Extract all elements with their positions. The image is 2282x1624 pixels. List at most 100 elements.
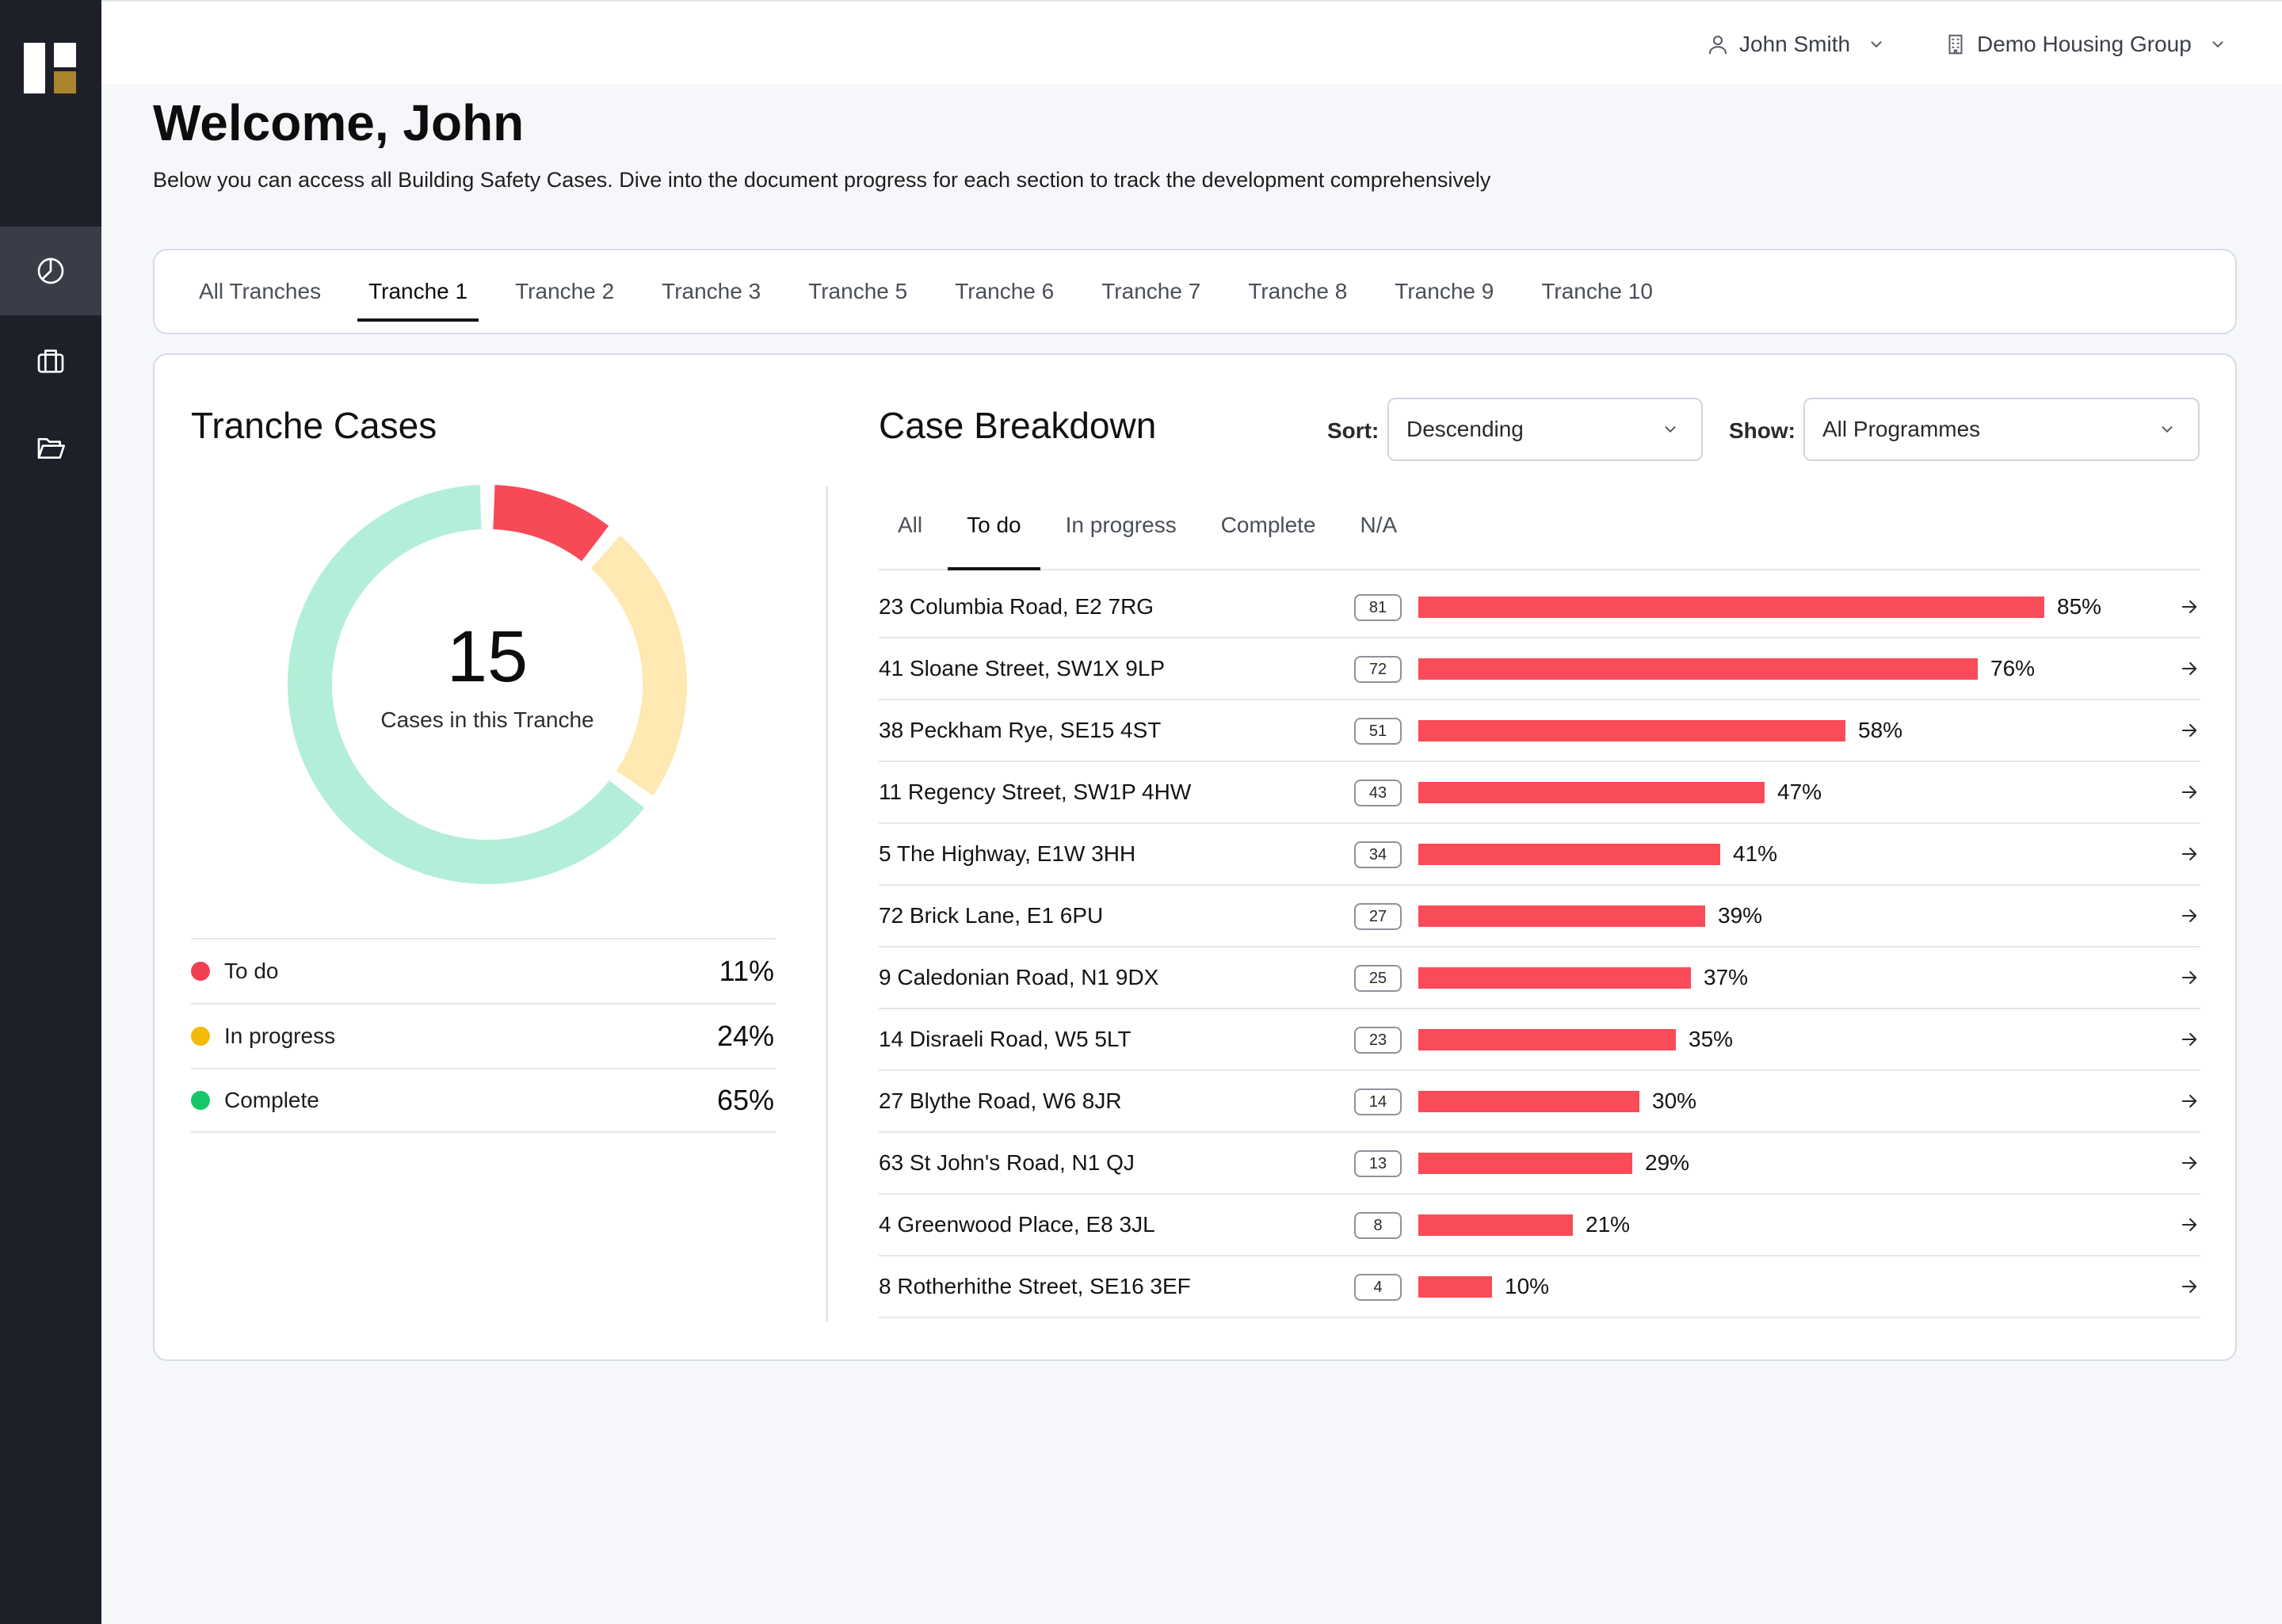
tranche-tabs-card: All Tranches Tranche 1 Tranche 2 Tranche 3 T… bbox=[153, 249, 2237, 334]
tab-tranche-1[interactable]: Tranche 1 bbox=[357, 250, 479, 333]
case-count-badge: 72 bbox=[1354, 656, 1402, 683]
arrow-right-icon[interactable] bbox=[2178, 719, 2200, 741]
case-name: 38 Peckham Rye, SE15 4ST bbox=[879, 718, 1162, 742]
status-tab-to-do[interactable]: To do bbox=[948, 482, 1040, 570]
app-logo[interactable] bbox=[24, 43, 76, 93]
show-value: All Programmes bbox=[1822, 417, 1981, 441]
case-percent: 29% bbox=[1645, 1150, 1690, 1175]
arrow-right-icon[interactable] bbox=[2178, 1214, 2200, 1236]
sort-value: Descending bbox=[1406, 417, 1524, 441]
tranche-donut-chart bbox=[288, 485, 687, 884]
status-tab-complete[interactable]: Complete bbox=[1220, 513, 1316, 537]
arrow-right-icon[interactable] bbox=[2178, 596, 2200, 618]
chevron-down-icon bbox=[2162, 426, 2173, 433]
legend-item-in-progress: In progress 24% bbox=[191, 1003, 776, 1068]
case-progress-bar bbox=[1418, 1214, 1573, 1236]
nav-dashboard[interactable] bbox=[0, 227, 101, 315]
tab-tranche-10[interactable]: Tranche 10 bbox=[1541, 279, 1653, 303]
case-name: 14 Disraeli Road, W5 5LT bbox=[879, 1027, 1131, 1051]
section-divider bbox=[826, 486, 828, 1321]
case-count-badge: 51 bbox=[1354, 718, 1402, 745]
tab-all-tranches[interactable]: All Tranches bbox=[199, 279, 322, 303]
status-tabs: All To do In progress Complete N/A bbox=[879, 482, 2200, 570]
case-name: 63 St John's Road, N1 QJ bbox=[879, 1150, 1135, 1175]
arrow-right-icon[interactable] bbox=[2178, 781, 2200, 803]
case-row[interactable]: 63 St John's Road, N1 QJ 13 29% bbox=[879, 1133, 2200, 1195]
case-progress-bar bbox=[1418, 967, 1691, 989]
chevron-down-icon bbox=[2212, 41, 2223, 48]
arrow-right-icon[interactable] bbox=[2178, 1152, 2200, 1174]
case-row[interactable]: 8 Rotherhithe Street, SE16 3EF 4 10% bbox=[879, 1256, 2200, 1318]
user-name: John Smith bbox=[1739, 32, 1851, 56]
legend-item-complete: Complete 65% bbox=[191, 1068, 776, 1133]
status-tab-n-a[interactable]: N/A bbox=[1360, 513, 1398, 537]
case-percent: 47% bbox=[1777, 780, 1822, 804]
case-row[interactable]: 41 Sloane Street, SW1X 9LP 72 76% bbox=[879, 639, 2200, 700]
arrow-right-icon[interactable] bbox=[2178, 966, 2200, 989]
tab-tranche-2[interactable]: Tranche 2 bbox=[515, 279, 615, 303]
arrow-right-icon[interactable] bbox=[2178, 658, 2200, 680]
case-count-badge: 34 bbox=[1354, 841, 1402, 868]
tab-tranche-6[interactable]: Tranche 6 bbox=[955, 279, 1055, 303]
main-card: Tranche Cases 15 Cases in this Tranche T… bbox=[153, 353, 2237, 1361]
arrow-right-icon[interactable] bbox=[2178, 843, 2200, 865]
case-breakdown-title: Case Breakdown bbox=[879, 405, 1157, 446]
tab-tranche-3[interactable]: Tranche 3 bbox=[662, 279, 761, 303]
case-count-badge: 4 bbox=[1354, 1274, 1402, 1301]
legend-label: In progress bbox=[224, 1024, 336, 1048]
case-row[interactable]: 27 Blythe Road, W6 8JR 14 30% bbox=[879, 1071, 2200, 1133]
case-row[interactable]: 38 Peckham Rye, SE15 4ST 51 58% bbox=[879, 700, 2200, 762]
chevron-down-icon bbox=[1665, 426, 1676, 433]
organisation-menu[interactable]: Demo Housing Group bbox=[1944, 25, 2227, 63]
donut-slice-to-do bbox=[493, 485, 609, 562]
case-count-badge: 43 bbox=[1354, 780, 1402, 806]
top-bar: John Smith Demo Housing Group bbox=[101, 0, 2282, 84]
nav-documents[interactable] bbox=[0, 404, 101, 493]
donut-center: 15 Cases in this Tranche bbox=[281, 478, 693, 890]
legend-label: To do bbox=[224, 959, 279, 983]
arrow-right-icon[interactable] bbox=[2178, 1090, 2200, 1112]
case-progress-bar bbox=[1418, 1153, 1632, 1174]
case-list: 23 Columbia Road, E2 7RG 81 85% 41 Sloane S… bbox=[879, 577, 2200, 1318]
case-progress-bar bbox=[1418, 1091, 1639, 1112]
arrow-right-icon[interactable] bbox=[2178, 1028, 2200, 1050]
status-tab-all[interactable]: All bbox=[898, 513, 923, 537]
arrow-right-icon[interactable] bbox=[2178, 905, 2200, 927]
tab-tranche-5[interactable]: Tranche 5 bbox=[808, 279, 908, 303]
case-row[interactable]: 11 Regency Street, SW1P 4HW 43 47% bbox=[879, 762, 2200, 824]
legend-dot bbox=[191, 1027, 210, 1046]
case-row[interactable]: 4 Greenwood Place, E8 3JL 8 21% bbox=[879, 1195, 2200, 1256]
case-count-badge: 25 bbox=[1354, 965, 1402, 992]
case-name: 4 Greenwood Place, E8 3JL bbox=[879, 1212, 1155, 1237]
case-percent: 21% bbox=[1586, 1212, 1631, 1237]
case-count-badge: 8 bbox=[1354, 1212, 1402, 1239]
case-name: 8 Rotherhithe Street, SE16 3EF bbox=[879, 1274, 1191, 1298]
case-percent: 39% bbox=[1718, 903, 1763, 928]
case-row[interactable]: 72 Brick Lane, E1 6PU 27 39% bbox=[879, 886, 2200, 947]
nav-cases[interactable] bbox=[0, 317, 101, 406]
case-row[interactable]: 23 Columbia Road, E2 7RG 81 85% bbox=[879, 577, 2200, 639]
tab-tranche-8[interactable]: Tranche 8 bbox=[1248, 279, 1348, 303]
sort-select[interactable]: Descending bbox=[1387, 398, 1703, 461]
legend-percent: 24% bbox=[716, 1020, 774, 1052]
case-percent: 85% bbox=[2057, 594, 2102, 619]
case-name: 9 Caledonian Road, N1 9DX bbox=[879, 965, 1159, 989]
case-row[interactable]: 14 Disraeli Road, W5 5LT 23 35% bbox=[879, 1009, 2200, 1071]
pie-chart-icon bbox=[37, 257, 64, 284]
tab-tranche-7[interactable]: Tranche 7 bbox=[1101, 279, 1201, 303]
case-progress-bar bbox=[1418, 658, 1978, 680]
user-menu[interactable]: John Smith bbox=[1706, 25, 1885, 63]
case-percent: 35% bbox=[1689, 1027, 1734, 1051]
user-icon bbox=[1708, 35, 1727, 55]
show-select[interactable]: All Programmes bbox=[1803, 398, 2200, 461]
tab-tranche-9[interactable]: Tranche 9 bbox=[1395, 279, 1494, 303]
case-row[interactable]: 9 Caledonian Road, N1 9DX 25 37% bbox=[879, 947, 2200, 1009]
legend-item-to-do: To do 11% bbox=[191, 938, 776, 1003]
case-count-badge: 14 bbox=[1354, 1088, 1402, 1115]
arrow-right-icon[interactable] bbox=[2178, 1275, 2200, 1298]
organisation-name: Demo Housing Group bbox=[1977, 32, 2192, 56]
case-percent: 76% bbox=[1990, 656, 2036, 680]
case-row[interactable]: 5 The Highway, E1W 3HH 34 41% bbox=[879, 824, 2200, 886]
status-tab-in-progress[interactable]: In progress bbox=[1065, 513, 1177, 537]
tranche-cases-title: Tranche Cases bbox=[191, 405, 437, 446]
